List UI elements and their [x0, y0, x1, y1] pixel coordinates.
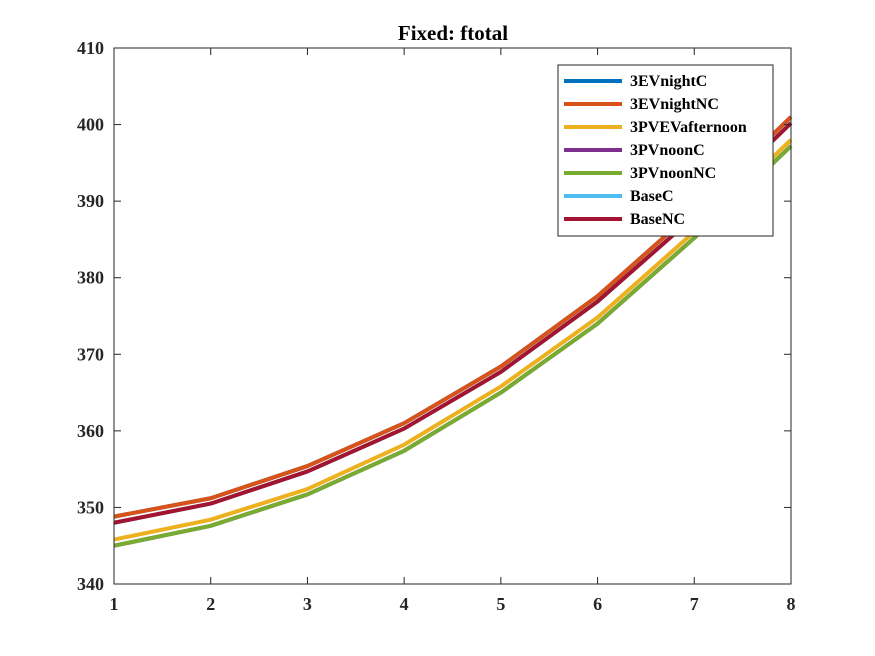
legend-label: 3PVnoonC: [630, 142, 705, 159]
axes: 1 2 3 4 5 6 7 8 340 350 360 370 380 390 400 410: [77, 38, 796, 614]
y-tick-label: 350: [77, 497, 104, 517]
y-tick-label: 380: [77, 268, 104, 288]
y-tick-label: 400: [77, 115, 104, 135]
x-tick-label: 6: [593, 594, 602, 614]
legend-label: 3PVEVafternoon: [630, 119, 747, 136]
legend-label: BaseC: [630, 188, 674, 205]
legend-label: 3EVnightC: [630, 73, 707, 90]
series-line-3PVnoonNC: [113, 144, 793, 548]
y-tick-label: 390: [77, 191, 104, 211]
legend-label: 3EVnightNC: [630, 96, 719, 113]
y-tick-label: 370: [77, 344, 104, 364]
x-tick-label: 1: [110, 594, 119, 614]
legend-label: BaseNC: [630, 211, 685, 228]
x-tick-label: 5: [496, 594, 505, 614]
x-tick-label: 8: [787, 594, 796, 614]
y-tick-label: 410: [77, 38, 104, 58]
x-tick-label: 2: [206, 594, 215, 614]
x-tick-label: 7: [690, 594, 699, 614]
x-tick-label: 3: [303, 594, 312, 614]
y-tick-label: 340: [77, 574, 104, 594]
chart-title: Fixed: ftotal: [398, 21, 508, 45]
series-lines: [113, 115, 793, 548]
plot-frame: [113, 47, 792, 585]
y-tick-label: 360: [77, 421, 104, 441]
legend-label: 3PVnoonNC: [630, 165, 716, 182]
series-line-3PVEVafternoon: [113, 138, 793, 542]
legend: 3EVnightC 3EVnightNC 3PVEVafternoon 3PVnoon…: [557, 64, 774, 237]
x-tick-label: 4: [400, 594, 409, 614]
